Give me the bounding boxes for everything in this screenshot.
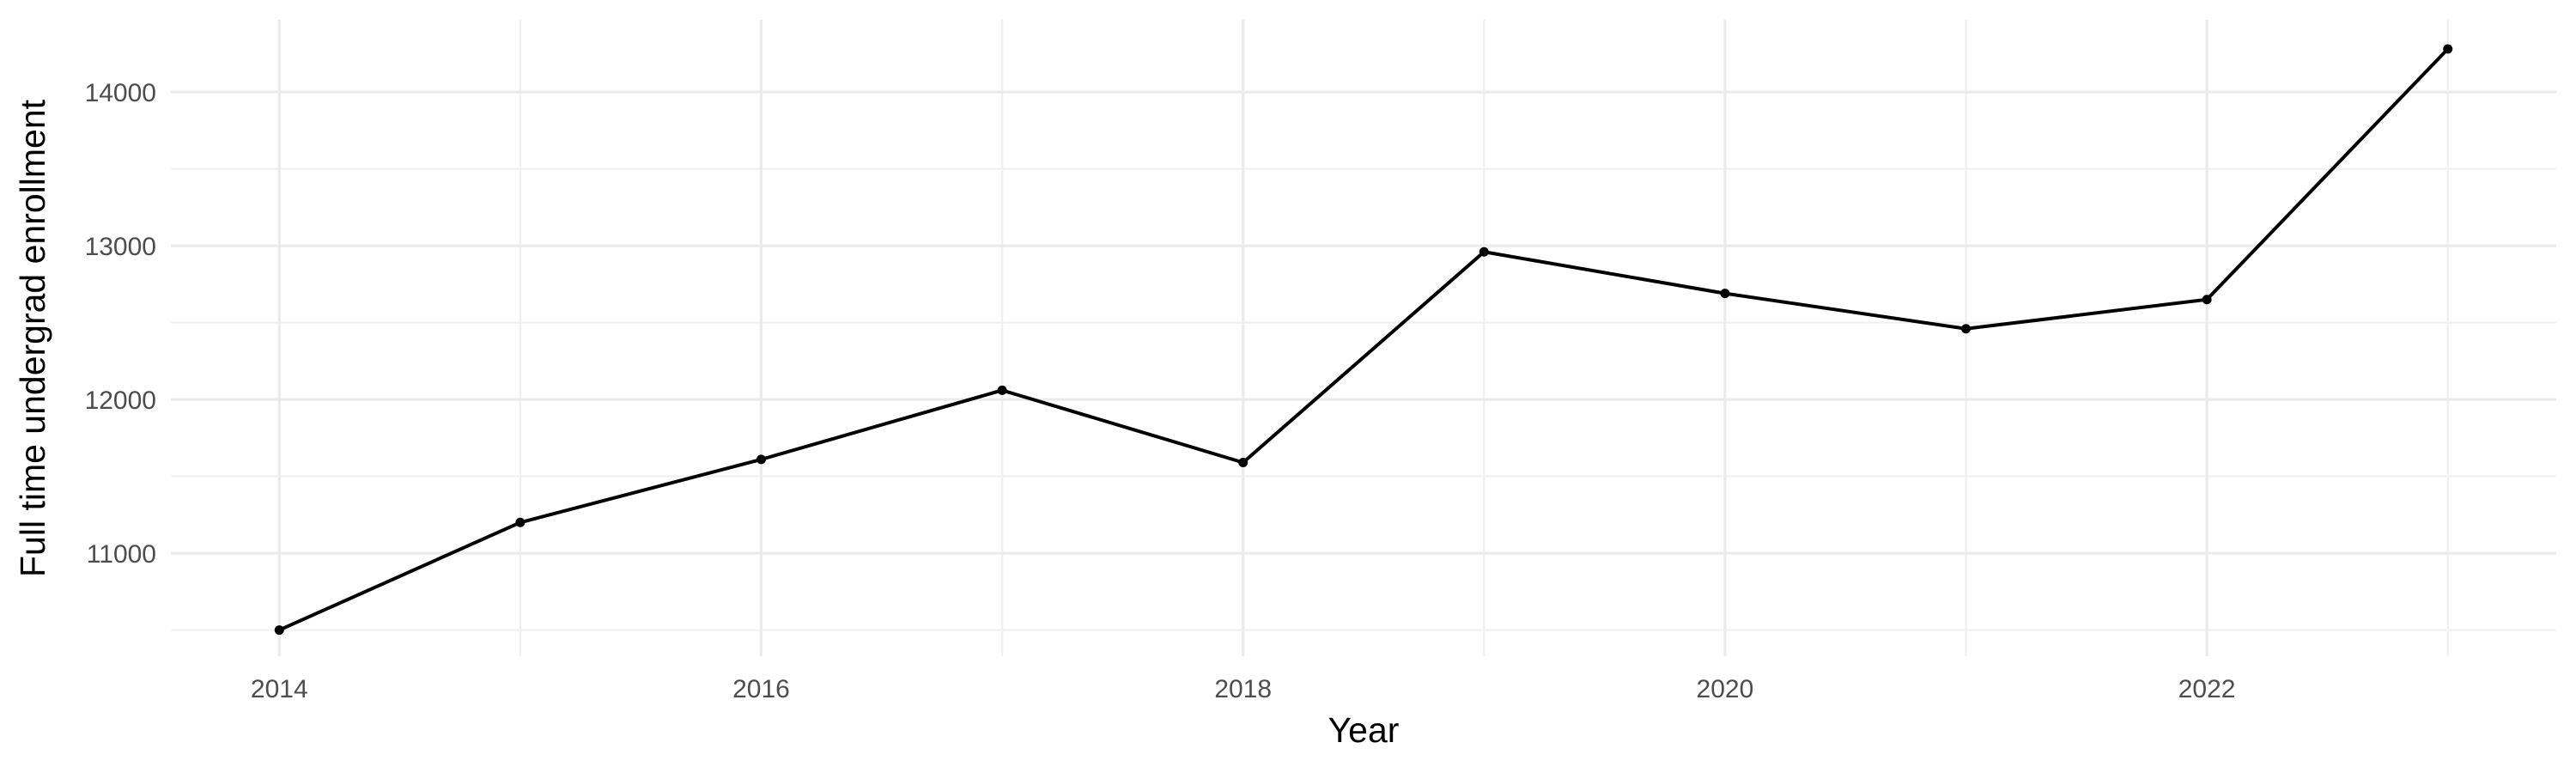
x-tick-label: 2016 [732,675,790,703]
data-series-layer [274,44,2453,636]
x-tick-label: 2022 [2178,675,2236,703]
data-point [2202,295,2212,305]
x-tick-label: 2014 [251,675,308,703]
data-point [1479,247,1489,257]
data-point [515,517,526,527]
y-axis-title: Full time undergrad enrollment [13,99,52,577]
data-point [1720,289,1730,299]
x-tick-label: 2020 [1697,675,1754,703]
data-point [756,454,766,465]
x-axis-title: Year [1328,710,1400,750]
y-axis-tick-labels: 11000 12000 13000 14000 [85,79,156,569]
x-tick-label: 2018 [1214,675,1272,703]
data-point [274,625,284,636]
data-point [2443,44,2453,54]
data-point [1961,324,1971,334]
y-tick-label: 14000 [85,79,156,107]
y-tick-label: 11000 [87,540,156,569]
minor-gridlines [171,20,2556,656]
y-tick-label: 13000 [85,233,156,261]
data-point [1238,457,1249,467]
enrollment-trend-line [277,47,2450,632]
x-axis-tick-labels: 2014 2016 2018 2020 2022 [251,675,2236,703]
y-tick-label: 12000 [85,386,156,415]
data-point [997,385,1007,395]
major-gridlines [171,20,2556,656]
